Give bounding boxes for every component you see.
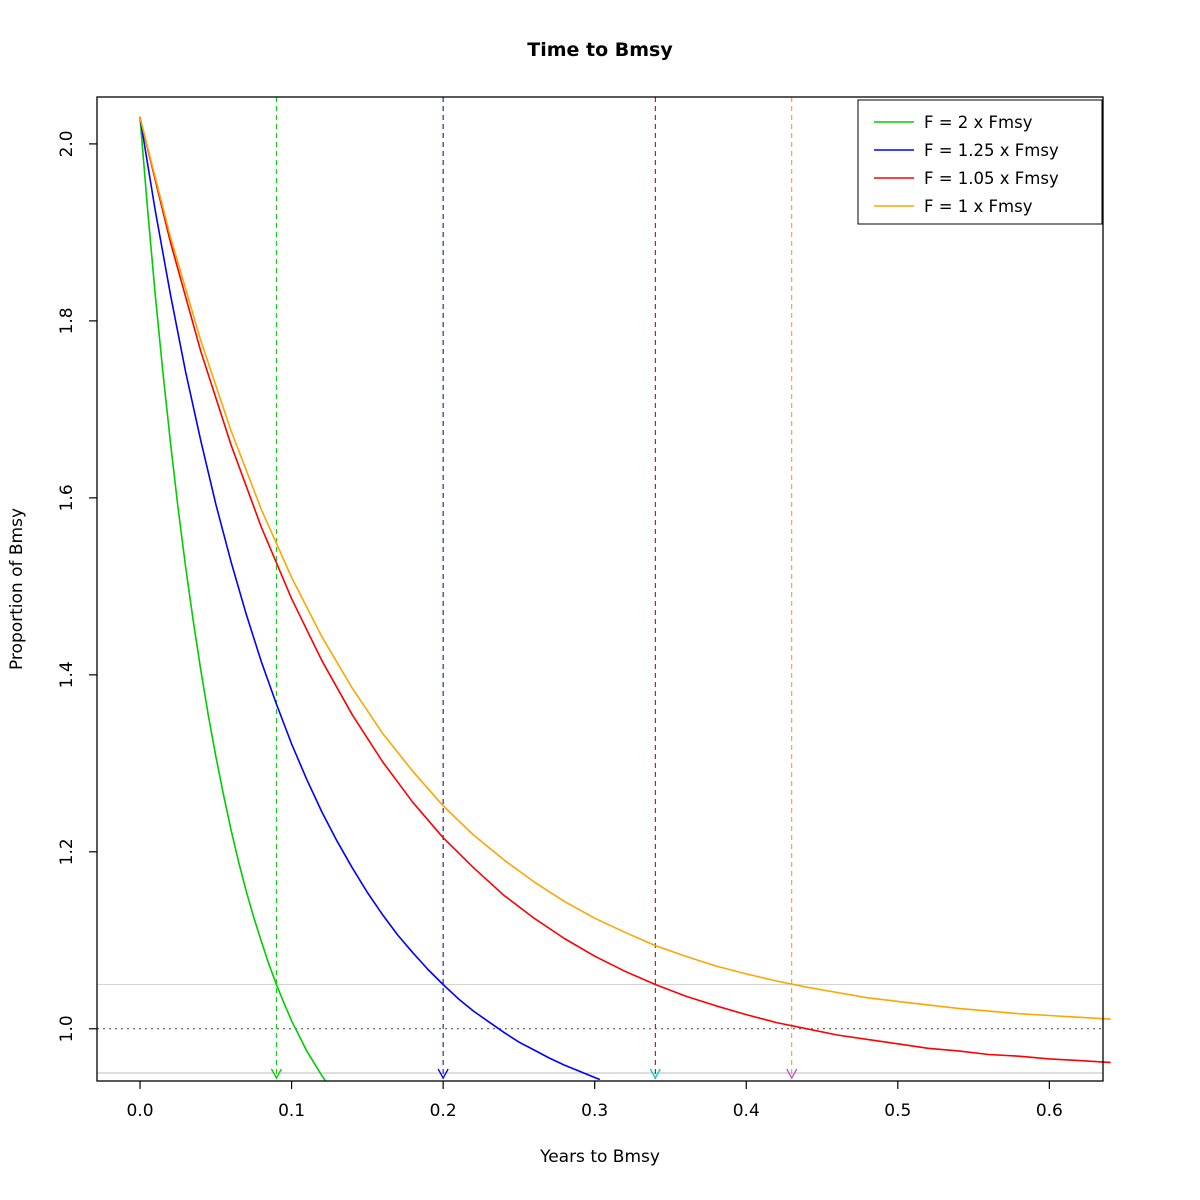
x-tick-label: 0.3 <box>581 1101 608 1121</box>
x-tick-label: 0.0 <box>127 1101 154 1121</box>
x-tick-label: 0.1 <box>278 1101 305 1121</box>
series-line <box>139 116 326 1081</box>
x-tick-label: 0.5 <box>884 1101 911 1121</box>
y-tick-label: 2.0 <box>57 130 77 157</box>
arrow-down-icon <box>437 1068 449 1080</box>
x-tick-label: 0.2 <box>430 1101 457 1121</box>
y-tick-label: 1.4 <box>57 661 77 688</box>
arrow-down-icon <box>786 1068 798 1080</box>
plot-frame <box>96 96 1104 1082</box>
series-line <box>139 116 601 1080</box>
series-line <box>139 116 1111 1020</box>
page-title: Time to Bmsy <box>527 39 673 61</box>
legend-label: F = 1 x Fmsy <box>924 197 1033 216</box>
legend-label: F = 1.25 x Fmsy <box>924 141 1059 160</box>
y-tick-label: 1.6 <box>57 484 77 511</box>
arrow-down-icon <box>649 1068 661 1080</box>
arrow-down-icon <box>270 1068 283 1080</box>
y-tick-label: 1.8 <box>57 307 77 334</box>
legend-label: F = 1.05 x Fmsy <box>924 169 1059 188</box>
x-tick-label: 0.6 <box>1036 1101 1063 1121</box>
y-tick-label: 1.0 <box>57 1015 77 1042</box>
y-tick-label: 1.2 <box>57 838 77 865</box>
series-line <box>139 116 1111 1064</box>
legend-box <box>857 99 1103 225</box>
x-tick-label: 0.4 <box>733 1101 760 1121</box>
legend-label: F = 2 x Fmsy <box>924 113 1033 132</box>
x-axis-label: Years to Bmsy <box>539 1147 660 1167</box>
y-axis-label: Proportion of Bmsy <box>7 508 27 670</box>
plot-layer: 0.0 0.1 0.2 0.3 0.4 0.5 0.6 1.0 1.2 1.4 1.6 1.8 2.0 F… <box>57 96 1111 1121</box>
